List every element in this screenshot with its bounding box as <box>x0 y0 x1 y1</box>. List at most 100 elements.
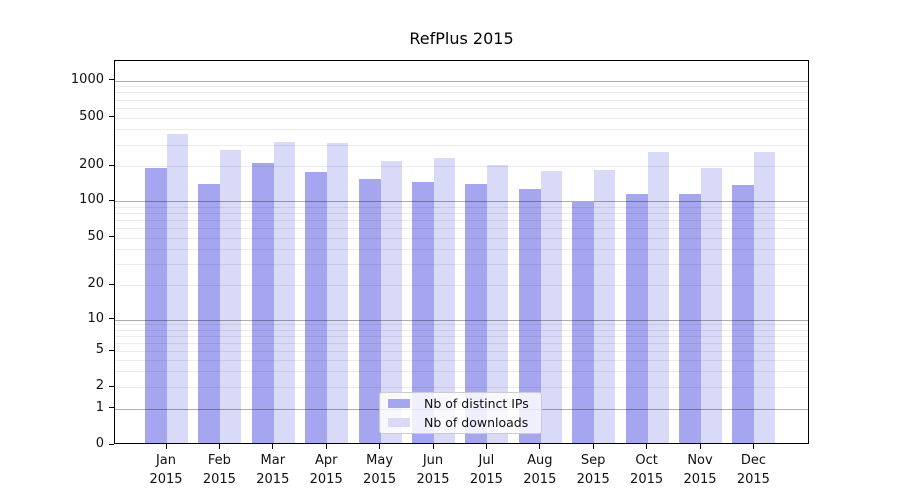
y-tick-label: 500 <box>79 108 104 124</box>
x-tick-label-line: Mar <box>260 453 286 468</box>
bar-distinct-ips <box>251 162 274 443</box>
x-tick-label-line: Feb <box>207 453 231 468</box>
legend: Nb of distinct IPs Nb of downloads <box>379 392 542 434</box>
bar-downloads <box>647 152 669 443</box>
bar-downloads <box>380 160 402 443</box>
gridline-minor <box>115 324 808 326</box>
x-tick-label: Feb 2015 <box>187 451 251 489</box>
x-tick-mark <box>592 444 594 449</box>
gridline-minor <box>115 206 808 208</box>
x-tick-label: May 2015 <box>348 451 412 489</box>
x-tick-label-line: Oct <box>635 453 658 468</box>
bar-distinct-ips <box>412 182 434 443</box>
x-tick-label-line: 2015 <box>256 472 290 487</box>
x-tick-mark <box>752 444 755 449</box>
gridline-minor <box>115 335 808 337</box>
bar-downloads <box>273 141 295 443</box>
x-tick-label-line: Jan <box>155 453 177 468</box>
y-tick-label: 100 <box>79 192 104 207</box>
x-tick-label-line: 2015 <box>469 472 503 487</box>
x-tick-label: Jan 2015 <box>134 451 198 489</box>
y-tick-label: 5 <box>95 342 104 357</box>
x-tick-label-line: 2015 <box>576 472 610 487</box>
bar-distinct-ips <box>198 183 221 443</box>
x-tick-mark <box>272 444 274 449</box>
x-tick-label-line: Jul <box>478 453 495 468</box>
gridline-minor <box>115 117 808 119</box>
y-tick-label: 2 <box>95 378 104 394</box>
y-tick-mark <box>109 116 114 118</box>
gridline-minor <box>115 219 808 221</box>
x-tick-label-line: 2015 <box>683 472 717 487</box>
legend-row: Nb of downloads <box>388 415 533 430</box>
y-tick-label: 20 <box>87 276 104 291</box>
bar-downloads <box>594 169 616 443</box>
x-tick-label-line: Dec <box>740 453 766 468</box>
x-tick-label-line: 2015 <box>736 472 770 487</box>
gridline-minor <box>115 129 808 131</box>
bar-distinct-ips <box>625 194 648 443</box>
x-tick-mark <box>218 444 221 449</box>
x-tick-label-line: Apr <box>314 453 338 468</box>
y-tick-label: 10 <box>87 310 104 326</box>
y-tick-mark <box>109 349 114 351</box>
gridline-minor <box>115 212 808 214</box>
bar-distinct-ips <box>518 188 541 443</box>
x-tick-label: Aug 2015 <box>508 451 572 489</box>
gridline-major <box>115 319 808 321</box>
bar-downloads <box>487 165 509 443</box>
x-tick-mark <box>325 444 327 449</box>
legend-swatch-distinct-ips <box>388 399 410 408</box>
x-tick-mark <box>485 444 488 449</box>
bar-distinct-ips <box>145 167 167 443</box>
x-tick-label-line: 2015 <box>630 472 664 487</box>
x-tick-label-line: 2015 <box>149 472 183 487</box>
gridline-minor <box>115 237 808 239</box>
y-tick-mark <box>109 407 114 409</box>
legend-row: Nb of distinct IPs <box>388 396 533 411</box>
x-tick-mark <box>165 444 167 449</box>
x-tick-mark <box>699 444 701 449</box>
x-tick-label-line: 2015 <box>416 472 450 487</box>
plot-area <box>114 60 809 444</box>
gridline-minor <box>115 264 808 266</box>
x-tick-label-line: May <box>366 453 394 468</box>
bar-downloads <box>540 171 562 443</box>
gridline-minor <box>115 359 808 361</box>
gridline-minor <box>115 228 808 230</box>
y-tick-mark <box>109 318 114 320</box>
x-tick-label: Apr 2015 <box>294 451 358 489</box>
x-tick-label-line: 2015 <box>202 472 236 487</box>
bar-distinct-ips <box>572 201 595 443</box>
y-tick-mark <box>109 79 114 81</box>
gridline-minor <box>115 249 808 251</box>
x-tick-label: Nov 2015 <box>668 451 732 489</box>
x-tick-mark <box>646 444 648 449</box>
x-tick-mark <box>379 444 381 449</box>
bar-downloads <box>327 142 349 443</box>
bar-downloads <box>701 167 722 443</box>
gridline-minor <box>115 99 808 101</box>
gridline-minor <box>115 92 808 94</box>
y-tick-mark <box>109 164 114 166</box>
bars-layer <box>115 61 808 443</box>
gridline-minor <box>115 342 808 344</box>
x-tick-mark <box>432 444 434 449</box>
x-tick-label: Sep 2015 <box>561 451 625 489</box>
y-tick-mark <box>109 443 114 445</box>
bar-downloads <box>167 133 188 443</box>
gridline-minor <box>115 387 808 389</box>
x-tick-label: Mar 2015 <box>241 451 305 489</box>
y-tick-label: 50 <box>87 228 104 244</box>
gridline-minor <box>115 285 808 286</box>
x-tick-label: Jun 2015 <box>401 451 465 489</box>
gridline-major <box>115 80 808 82</box>
x-tick-label-line: Nov <box>687 453 713 468</box>
bar-downloads <box>754 152 776 443</box>
x-tick-label-line: 2015 <box>363 472 397 487</box>
bar-downloads <box>434 157 455 443</box>
gridline-major <box>115 201 808 202</box>
x-tick-label: Dec 2015 <box>721 451 785 489</box>
y-tick-mark <box>109 199 114 201</box>
